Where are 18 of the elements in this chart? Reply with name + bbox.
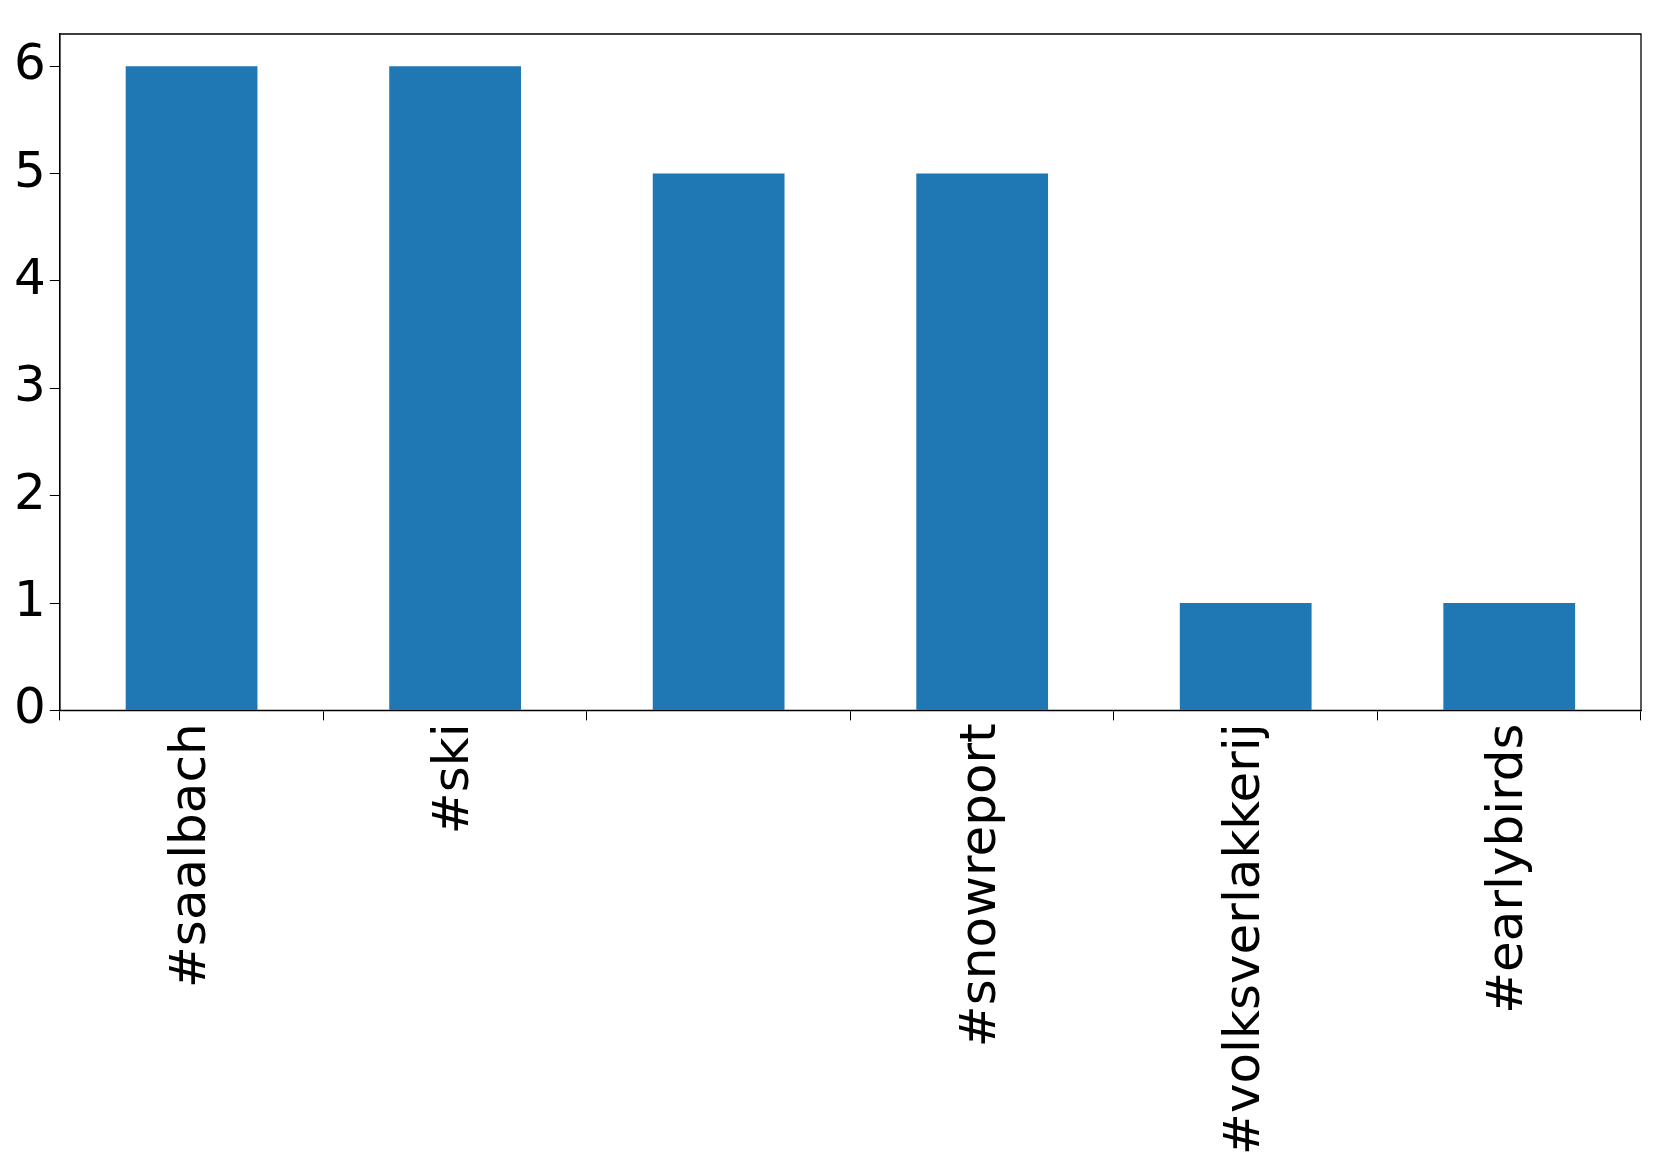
bar — [1443, 603, 1576, 710]
bar — [916, 173, 1049, 710]
y-tick-label: 3 — [14, 355, 46, 414]
x-tick-label: #volksverlakkerij — [1212, 723, 1271, 1155]
bar — [1179, 603, 1312, 710]
bar — [389, 66, 521, 710]
y-tick-label: 5 — [14, 140, 46, 199]
bar — [652, 173, 785, 710]
x-tick-label: #snowreport — [949, 723, 1008, 1048]
bar — [125, 66, 258, 710]
y-tick-label: 0 — [14, 677, 46, 736]
x-tick-label: #ski — [422, 723, 481, 835]
y-tick-label: 6 — [14, 33, 46, 92]
x-tick-label: #earlybirds — [1476, 723, 1535, 1014]
y-tick-label: 1 — [14, 569, 46, 628]
x-tick-label: #saalbach — [158, 723, 217, 989]
y-tick-label: 4 — [14, 247, 46, 306]
y-tick-label: 2 — [14, 462, 46, 521]
